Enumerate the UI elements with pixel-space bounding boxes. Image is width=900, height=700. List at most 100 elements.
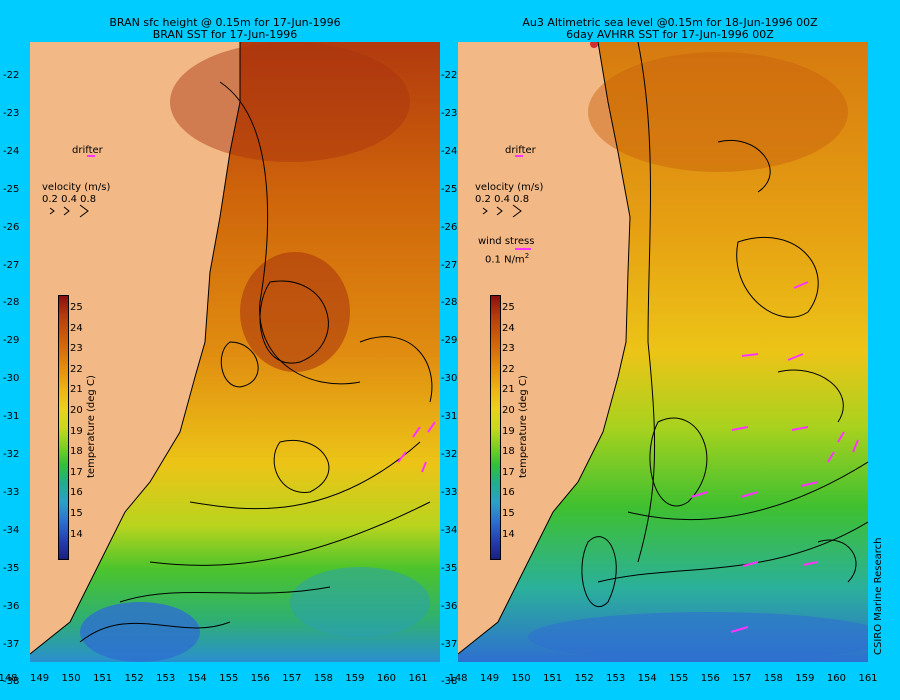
right-colorbar-tick: 22: [502, 363, 515, 375]
right-vector-6: [800, 481, 819, 487]
left-lat-label: -31: [3, 411, 20, 423]
left-lat-label: -26: [3, 221, 20, 233]
left-velocity-key-icon: [49, 204, 89, 218]
right-lon-label: 149: [479, 673, 500, 684]
left-lon-label: 156: [250, 673, 270, 684]
right-contour-7: [777, 369, 844, 423]
right-colorbar-tick: 24: [502, 322, 515, 334]
left-lat-label: -22: [3, 70, 20, 81]
right-vector-9: [802, 561, 819, 566]
right-contour-6: [736, 236, 819, 318]
left-lat-label: -34: [3, 524, 20, 536]
left-vector-4: [421, 461, 427, 473]
right-colorbar-tick: 19: [502, 425, 515, 437]
left-lon-label: 155: [219, 673, 239, 684]
right-lat-label: -36: [441, 600, 458, 612]
left-lon-label: 160: [376, 673, 396, 684]
right-lat-label: -31: [441, 411, 458, 423]
left-lat-label: -25: [3, 183, 20, 195]
left-lon-label: 157: [282, 673, 302, 684]
right-lon-label: 152: [574, 673, 594, 684]
right-velocity-key-icon: [482, 204, 522, 218]
left-colorbar-tick: 18: [70, 446, 83, 458]
left-colorbar-tick: 25: [70, 302, 83, 313]
right-lat-label: -27: [441, 259, 458, 271]
left-colorbar-tick: 14: [70, 528, 83, 540]
left-lon-label: 158: [313, 673, 333, 684]
right-colorbar-tick: 21: [502, 384, 515, 396]
right-lat-label: -34: [441, 524, 458, 536]
right-colorbar-tick: 16: [502, 487, 515, 499]
left-contour-8: [359, 336, 433, 403]
right-lat-label: -23: [441, 107, 458, 119]
right-colorbar-tick: 25: [502, 302, 515, 313]
left-lat-label: -23: [3, 107, 20, 119]
right-lon-label: 154: [637, 673, 657, 684]
right-lat-label: -28: [441, 297, 458, 309]
left-cool-south: [80, 602, 200, 662]
right-wind-stress-value: 0.1 N/m2: [485, 252, 530, 266]
left-colorbar: [58, 295, 69, 560]
right-contour-5: [597, 521, 868, 583]
right-contour-3: [581, 536, 617, 608]
left-sst-map: [30, 42, 440, 662]
right-coastline: [458, 42, 631, 655]
right-lon-label: 150: [511, 673, 531, 684]
right-warm-north: [588, 52, 848, 172]
right-lat-label: -22: [441, 70, 458, 81]
right-wind-stress-label: wind stress: [478, 236, 535, 247]
right-colorbar-tick: 20: [502, 405, 515, 416]
right-colorbar-tick: 14: [502, 528, 515, 540]
right-lon-label: 151: [543, 673, 563, 684]
left-contour-9: [79, 621, 231, 643]
left-colorbar-tick: 15: [70, 508, 83, 519]
left-colorbar-tick: 22: [70, 363, 83, 375]
right-colorbar-tick: 18: [502, 446, 515, 458]
right-lon-label: 155: [669, 673, 689, 684]
right-sst-map: [458, 42, 868, 662]
right-lat-label: -37: [441, 638, 458, 650]
right-vector-12: [852, 439, 859, 453]
left-ocean-sst: [30, 42, 440, 662]
right-title-line1: Au3 Altimetric sea level @0.15m for 18-J…: [522, 16, 818, 29]
right-velocity-label: velocity (m/s): [475, 182, 544, 193]
right-colorbar-label: temperature (deg C): [518, 375, 529, 478]
left-contour-5: [149, 501, 431, 566]
right-lat-label: -32: [441, 449, 458, 460]
right-velocity-scale: 0.2 0.4 0.8: [475, 194, 530, 205]
right-lon-label: 160: [826, 673, 846, 684]
right-colorbar: [490, 295, 501, 560]
right-vector-7: [690, 491, 709, 498]
left-title-line1: BRAN sfc height @ 0.15m for 17-Jun-1996: [109, 16, 341, 29]
left-velocity-label: velocity (m/s): [42, 182, 111, 193]
left-lat-label: -32: [3, 449, 20, 460]
credit-text: CSIRO Marine Research: [873, 537, 884, 655]
left-velocity-scale: 0.2 0.4 0.8: [42, 194, 97, 205]
right-lon-label: 148: [448, 673, 468, 684]
left-map-panel: [30, 42, 440, 662]
right-lon-label: 158: [763, 673, 783, 684]
left-lat-label: -24: [3, 145, 20, 157]
right-lat-label: -25: [441, 183, 458, 195]
right-ocean-sst: [458, 42, 868, 662]
left-colorbar-tick: 16: [70, 487, 83, 499]
left-contour-2: [259, 280, 329, 364]
left-lat-label: -28: [3, 297, 20, 309]
left-drifter-label: drifter: [72, 145, 103, 156]
right-drifter-label: drifter: [505, 145, 536, 156]
right-vector-10: [730, 626, 749, 633]
right-vector-13: [827, 451, 835, 463]
left-lon-label: 149: [29, 673, 50, 684]
left-contour-3: [220, 341, 259, 388]
left-contour-1: [219, 81, 361, 385]
right-vector-14: [793, 281, 809, 289]
right-lat-label: -30: [441, 373, 458, 385]
right-vector-4: [791, 426, 809, 431]
right-vector-11: [837, 431, 845, 443]
left-lat-label: -35: [3, 562, 20, 574]
right-contour-8: [717, 140, 771, 193]
left-lat-label: -37: [3, 638, 20, 650]
left-colorbar-tick: 21: [70, 384, 83, 396]
left-colorbar-label: temperature (deg C): [86, 375, 97, 478]
right-lat-label: -33: [441, 486, 458, 498]
